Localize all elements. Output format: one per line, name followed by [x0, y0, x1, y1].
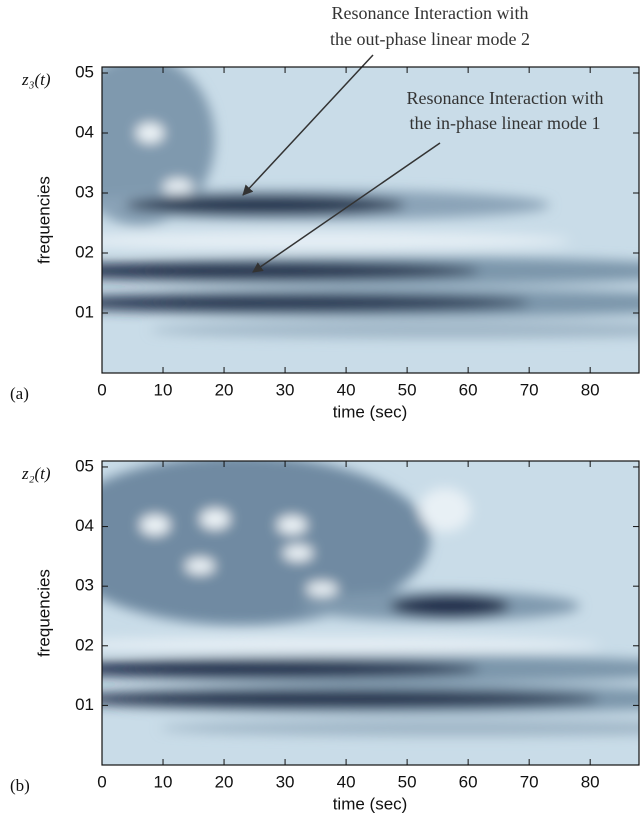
x-tick-label: 50 — [398, 772, 417, 791]
panel-label: (b) — [10, 776, 30, 795]
x-tick-label: 70 — [520, 772, 539, 791]
x-tick-label: 0 — [97, 772, 106, 791]
y-tick-label: 01 — [75, 695, 94, 714]
x-tick-label: 10 — [154, 772, 173, 791]
y-tick-label: 04 — [75, 122, 94, 141]
y-tick-label: 05 — [75, 62, 94, 81]
annotation: Resonance Interaction with — [407, 88, 604, 108]
panel-title: z₂(t) — [21, 464, 51, 483]
spectrogram-image — [102, 67, 639, 373]
arrow — [242, 54, 374, 196]
arrow — [252, 142, 441, 273]
annotation: Resonance Interaction with — [332, 3, 529, 23]
y-tick-label: 01 — [75, 302, 94, 321]
x-tick-label: 0 — [97, 380, 106, 399]
x-tick-label: 80 — [581, 380, 600, 399]
plot-frame — [101, 460, 640, 766]
panel-title: z₃(t) — [21, 70, 51, 89]
x-axis-label: time (sec) — [333, 402, 408, 421]
y-tick-label: 03 — [75, 182, 94, 201]
y-tick-label: 04 — [75, 516, 94, 535]
x-tick-label: 20 — [215, 380, 234, 399]
spectrogram-image — [102, 461, 639, 765]
x-tick-label: 20 — [215, 772, 234, 791]
y-axis-label: frequencies — [34, 569, 53, 657]
x-tick-label: 80 — [581, 772, 600, 791]
y-axis-label: frequencies — [34, 176, 53, 264]
panel-label: (a) — [10, 384, 29, 403]
x-tick-label: 10 — [154, 380, 173, 399]
y-tick-label: 02 — [75, 242, 94, 261]
plot-frame — [101, 66, 640, 374]
x-tick-label: 30 — [276, 772, 295, 791]
x-tick-label: 60 — [459, 772, 478, 791]
y-tick-label: 05 — [75, 456, 94, 475]
x-tick-label: 30 — [276, 380, 295, 399]
annotation: the in-phase linear mode 1 — [410, 113, 601, 133]
x-tick-label: 40 — [337, 772, 356, 791]
x-tick-label: 40 — [337, 380, 356, 399]
x-tick-label: 60 — [459, 380, 478, 399]
x-tick-label: 50 — [398, 380, 417, 399]
x-tick-label: 70 — [520, 380, 539, 399]
y-tick-label: 02 — [75, 635, 94, 654]
annotation: the out-phase linear mode 2 — [330, 29, 530, 49]
x-axis-label: time (sec) — [333, 794, 408, 813]
y-tick-label: 03 — [75, 576, 94, 595]
